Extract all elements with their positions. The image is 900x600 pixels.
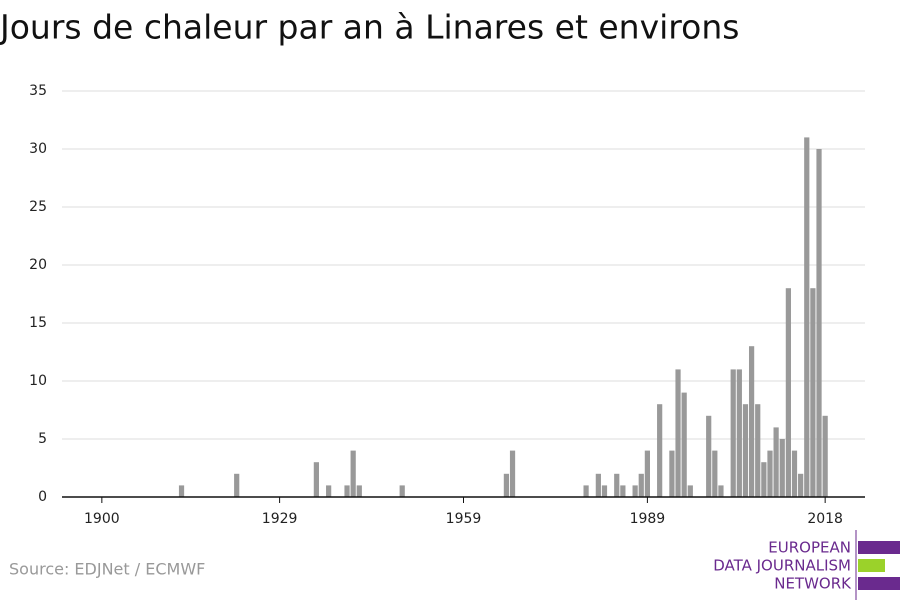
logo-text: EUROPEAN [768,539,851,557]
bar [736,369,742,497]
bar [755,404,761,497]
bar [638,473,644,497]
logo-bar [858,559,885,572]
bar [779,439,785,497]
y-tick-label: 0 [38,489,47,505]
bar [798,473,804,497]
logo-text: NETWORK [774,575,852,593]
bar [785,288,791,497]
source: Source: EDJNet / ECMWF [9,560,205,579]
x-tick-label: 1989 [630,511,666,527]
logo-text: DATA JOURNALISM [713,557,851,575]
bar [669,450,675,497]
bar [767,450,773,497]
y-tick-label: 5 [38,431,47,447]
bar [718,485,724,497]
bar [681,392,687,497]
bar [632,485,638,497]
y-tick-label: 30 [29,141,47,157]
bar [326,485,332,497]
bar [730,369,736,497]
bar [234,473,240,497]
bar [614,473,620,497]
bar [816,149,822,497]
bar [761,462,767,497]
bar [791,450,798,497]
bar [712,450,718,497]
logo-bar [858,577,900,590]
y-tick-label: 25 [29,199,47,215]
bar [313,462,319,497]
bar [503,473,510,497]
y-tick-label: 15 [29,315,47,331]
bar [344,485,350,497]
bar [706,415,712,497]
bar [687,485,693,497]
bar [350,450,356,497]
bar [620,485,626,497]
bar [657,404,663,497]
bar [748,346,755,497]
bar [356,485,362,497]
bar [644,450,650,497]
bar [804,137,810,497]
bar [509,450,516,497]
bar [822,415,828,497]
bar [742,404,749,497]
y-tick-label: 20 [29,257,47,273]
x-tick-label: 1959 [446,511,482,527]
x-tick-label: 1900 [84,511,120,527]
y-tick-label: 35 [29,83,47,99]
y-tick-label: 10 [29,373,47,389]
bar [595,473,601,497]
logo-bar [858,541,900,554]
x-tick-label: 1929 [262,511,298,527]
bar [773,427,779,497]
x-tick-label: 2018 [807,511,843,527]
bar [601,485,608,497]
bar [583,485,589,497]
chart-title: Jours de chaleur par an à Linares et env… [0,8,739,47]
bar [810,288,816,497]
bar [675,369,681,497]
bar [399,485,405,497]
bar [178,485,185,497]
